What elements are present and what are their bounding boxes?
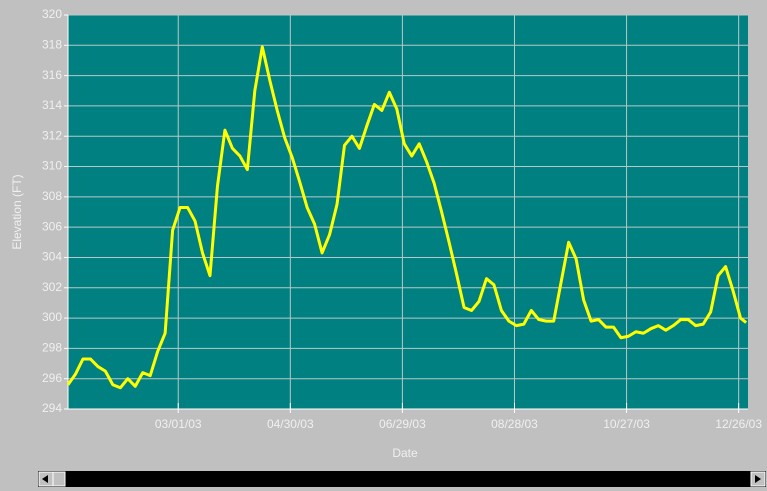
x-tick-label: 06/29/03 (379, 417, 426, 431)
left-arrow (42, 475, 48, 483)
x-axis-title: Date (392, 446, 418, 460)
y-tick-label: 300 (42, 310, 62, 324)
y-tick-label: 318 (42, 37, 62, 51)
x-tick-label: 10/27/03 (603, 417, 650, 431)
scroll-thumb[interactable] (52, 471, 66, 487)
data-line (66, 45, 748, 390)
y-tick-label: 312 (42, 128, 62, 142)
x-tick-label: 04/30/03 (267, 417, 314, 431)
y-tick-label: 316 (42, 68, 62, 82)
y-tick-label: 314 (42, 98, 62, 112)
scroll-track (38, 471, 766, 487)
y-tick-label: 308 (42, 189, 62, 203)
y-tick-label: 296 (42, 371, 62, 385)
x-tick-label: 08/28/03 (491, 417, 538, 431)
y-tick-label: 298 (42, 341, 62, 355)
y-tick-label: 320 (42, 7, 62, 21)
right-arrow (755, 475, 761, 483)
scrollbar[interactable] (38, 471, 766, 487)
y-tick-label: 304 (42, 250, 62, 264)
y-tick-label: 310 (42, 159, 62, 173)
y-tick-label: 302 (42, 280, 62, 294)
y-axis-title: Elevation (FT) (10, 174, 24, 249)
y-tick-label: 294 (42, 401, 62, 415)
x-tick-label: 03/01/03 (155, 417, 202, 431)
y-tick-label: 306 (42, 219, 62, 233)
x-tick-label: 12/26/03 (715, 417, 762, 431)
plot-area (68, 15, 748, 409)
